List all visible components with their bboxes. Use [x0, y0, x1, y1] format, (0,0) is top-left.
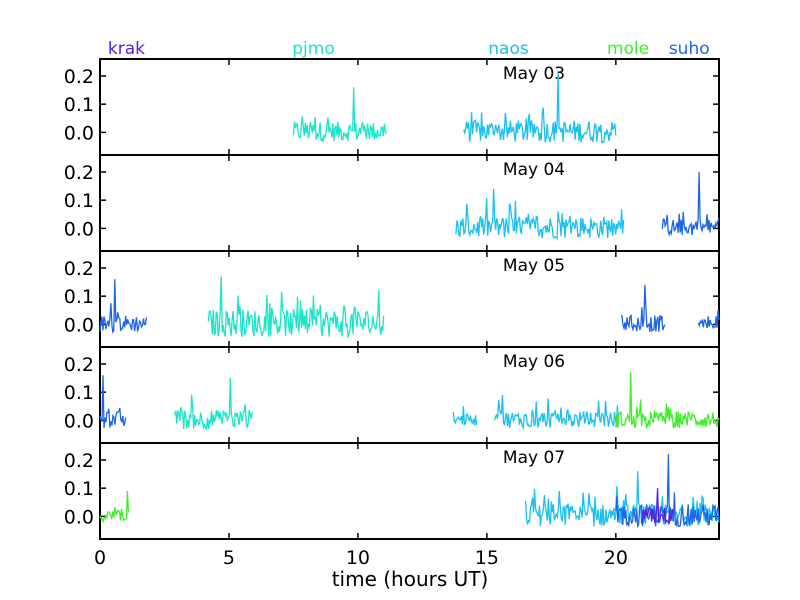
station-label-mole: mole	[607, 39, 649, 59]
series-naos-trace	[455, 188, 625, 240]
series-suho-trace	[697, 310, 720, 330]
series-naos-trace	[463, 73, 617, 144]
series-suho-trace	[615, 454, 720, 529]
y-tick-label: 0.1	[64, 286, 94, 308]
panel-date-label: May 04	[503, 160, 565, 180]
y-tick-label: 0.0	[64, 122, 94, 144]
panel-date-label: May 03	[503, 64, 565, 84]
x-tick-label: 15	[475, 547, 499, 569]
panel-date-label: May 06	[503, 352, 565, 372]
series-krak-trace	[640, 488, 674, 526]
y-tick-label: 0.2	[64, 450, 94, 472]
panel-0: 0.0 0.1 0.2 May 03	[64, 58, 720, 156]
series-naos-trace	[452, 406, 478, 426]
y-tick-label: 0.1	[64, 382, 94, 404]
y-tick-label: 0.1	[64, 94, 94, 116]
station-label-suho: suho	[669, 39, 710, 59]
series-suho-trace	[99, 375, 127, 428]
panel-3: 0.0 0.1 0.2 May 06	[64, 346, 720, 444]
x-axis: 0 5 10 15 20	[94, 547, 628, 569]
y-tick-label: 0.2	[64, 258, 94, 280]
series-pjmo-trace	[207, 276, 385, 340]
series-suho-trace	[661, 171, 720, 237]
station-label-krak: krak	[108, 39, 145, 59]
series-pjmo-trace	[292, 87, 387, 144]
series-pjmo-trace	[174, 378, 253, 431]
y-tick-label: 0.2	[64, 162, 94, 184]
x-tick-label: 10	[346, 547, 370, 569]
panel-frame	[99, 154, 720, 252]
y-tick-label: 0.0	[64, 314, 94, 336]
panel-frame	[99, 58, 720, 156]
panel-date-label: May 05	[503, 256, 565, 276]
panel-frame	[99, 346, 720, 444]
panel-frame	[99, 250, 720, 348]
series-mole-trace	[99, 490, 130, 524]
y-tick-label: 0.2	[64, 354, 94, 376]
panel-frame	[99, 442, 720, 540]
day-panels: 0.0 0.1 0.2 May 03 0.0 0.1 0.2 May 04 0.0 0.1 0.2 M…	[64, 58, 720, 540]
panel-date-label: May 07	[503, 448, 565, 468]
x-tick-label: 5	[223, 547, 235, 569]
station-labels: krak pjmo naos mole suho	[108, 39, 710, 59]
series-suho-trace	[620, 284, 666, 333]
y-tick-label: 0.0	[64, 506, 94, 528]
y-tick-label: 0.2	[64, 66, 94, 88]
station-label-pjmo: pjmo	[292, 39, 334, 59]
y-tick-label: 0.0	[64, 218, 94, 240]
series-mole-trace	[615, 372, 720, 430]
y-tick-label: 0.0	[64, 410, 94, 432]
panel-2: 0.0 0.1 0.2 May 05	[64, 250, 720, 348]
series-naos-trace	[493, 394, 620, 431]
station-label-naos: naos	[488, 39, 529, 59]
y-tick-label: 0.1	[64, 190, 94, 212]
series-suho-trace	[99, 279, 148, 334]
x-tick-label: 20	[604, 547, 628, 569]
panel-4: 0.0 0.1 0.2 May 07	[64, 442, 720, 540]
y-tick-label: 0.1	[64, 478, 94, 500]
x-tick-label: 0	[94, 547, 106, 569]
x-axis-label: time (hours UT)	[332, 567, 489, 591]
panel-1: 0.0 0.1 0.2 May 04	[64, 154, 720, 252]
